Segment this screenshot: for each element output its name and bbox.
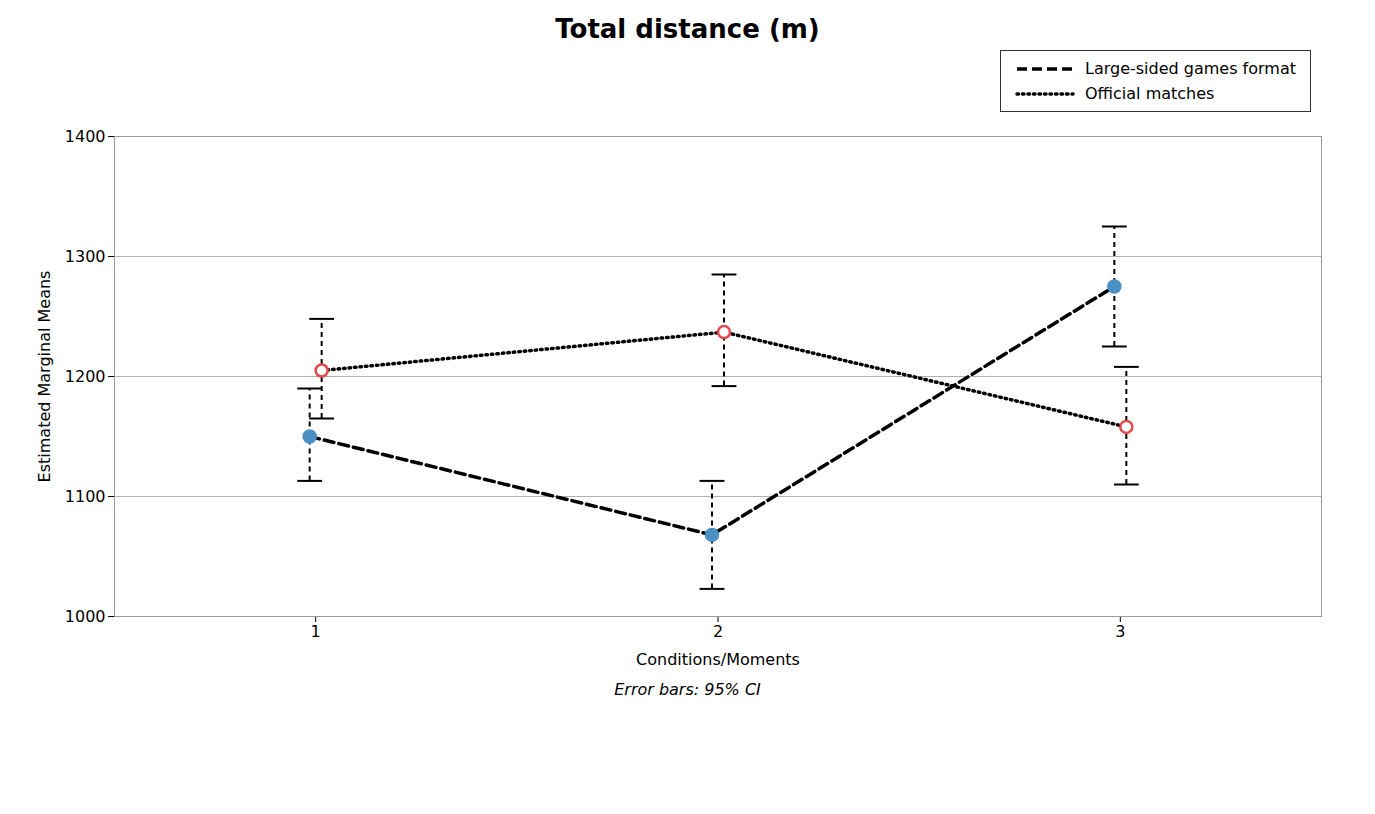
html-text:Large-sided games format: Large-sided games format: [1085, 59, 1296, 78]
svg-text:Estimated Marginal Means: Estimated Marginal Means: [35, 271, 54, 483]
svg-text:1400: 1400: [65, 127, 106, 146]
svg-text:1: 1: [311, 622, 321, 641]
svg-text:Conditions/Moments: Conditions/Moments: [636, 650, 800, 669]
svg-text:1100: 1100: [65, 487, 106, 506]
svg-text:3: 3: [1115, 622, 1125, 641]
html-text:Official matches: Official matches: [1085, 84, 1215, 103]
svg-text:2: 2: [713, 622, 723, 641]
html-text:Total distance (m): Total distance (m): [555, 14, 820, 44]
svg-text:1200: 1200: [65, 367, 106, 386]
svg-text:1000: 1000: [65, 607, 106, 626]
html-text:Error bars: 95% CI: Error bars: 95% CI: [614, 680, 761, 699]
svg-text:1300: 1300: [65, 247, 106, 266]
